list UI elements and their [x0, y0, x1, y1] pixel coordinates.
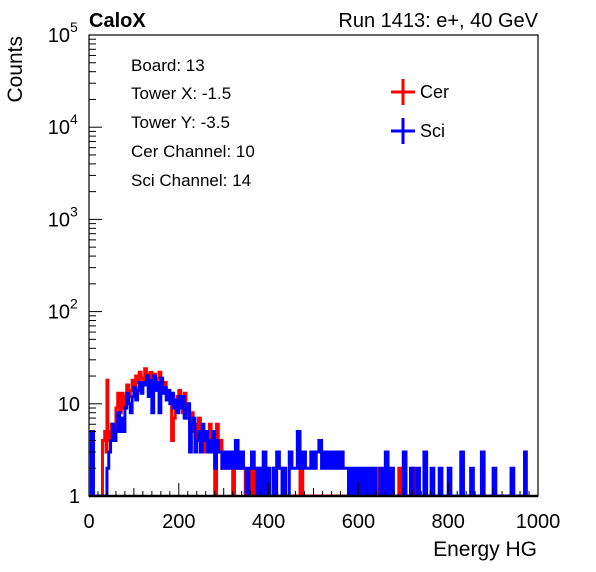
- info-line-tower-y: Tower Y: -3.5: [131, 113, 230, 132]
- y-tick-exponent: 2: [70, 296, 78, 312]
- x-tick-label: 800: [432, 511, 465, 533]
- series-cer: [100, 367, 416, 496]
- plot-frame: [88, 34, 539, 497]
- info-line-cer-channel: Cer Channel: 10: [131, 142, 255, 161]
- header-left: CaloX: [89, 10, 146, 32]
- x-tick-label: 1000: [516, 511, 561, 533]
- legend-entry-sci: Sci: [391, 118, 445, 144]
- legend-label-cer: Cer: [420, 82, 449, 102]
- legend: Cer Sci: [391, 79, 449, 144]
- x-tick-label: 600: [342, 511, 375, 533]
- y-axis-label: Counts: [4, 36, 27, 103]
- y-tick-label: 10: [58, 394, 80, 416]
- y-tick-label: 10: [48, 25, 70, 47]
- x-tick-label: 0: [83, 511, 94, 533]
- y-tick-label: 10: [48, 302, 70, 324]
- legend-entry-cer: Cer: [391, 79, 449, 105]
- data-layer: [89, 367, 538, 498]
- info-line-tower-x: Tower X: -1.5: [131, 84, 231, 103]
- info-box: Board: 13 Tower X: -1.5 Tower Y: -3.5 Ce…: [131, 56, 255, 190]
- legend-label-sci: Sci: [420, 121, 445, 141]
- x-tick-label: 200: [162, 511, 195, 533]
- y-tick-exponent: 3: [70, 203, 78, 219]
- info-line-board: Board: 13: [131, 56, 205, 75]
- series-line-cer: [100, 367, 416, 496]
- series-line-sci: [89, 374, 528, 496]
- x-axis-label: Energy HG: [433, 538, 537, 561]
- y-tick-label: 10: [48, 209, 70, 231]
- series-sci: [89, 374, 528, 496]
- header-right: Run 1413: e+, 40 GeV: [338, 10, 538, 32]
- x-tick-label: 400: [252, 511, 285, 533]
- y-tick-exponent: 5: [70, 19, 78, 35]
- info-line-sci-channel: Sci Channel: 14: [131, 171, 251, 190]
- y-tick-label: 1: [69, 486, 80, 508]
- y-tick-exponent: 4: [70, 111, 78, 127]
- x-axis: 0 200 400 600 800 1000: [83, 483, 560, 533]
- y-tick-label: 10: [48, 117, 70, 139]
